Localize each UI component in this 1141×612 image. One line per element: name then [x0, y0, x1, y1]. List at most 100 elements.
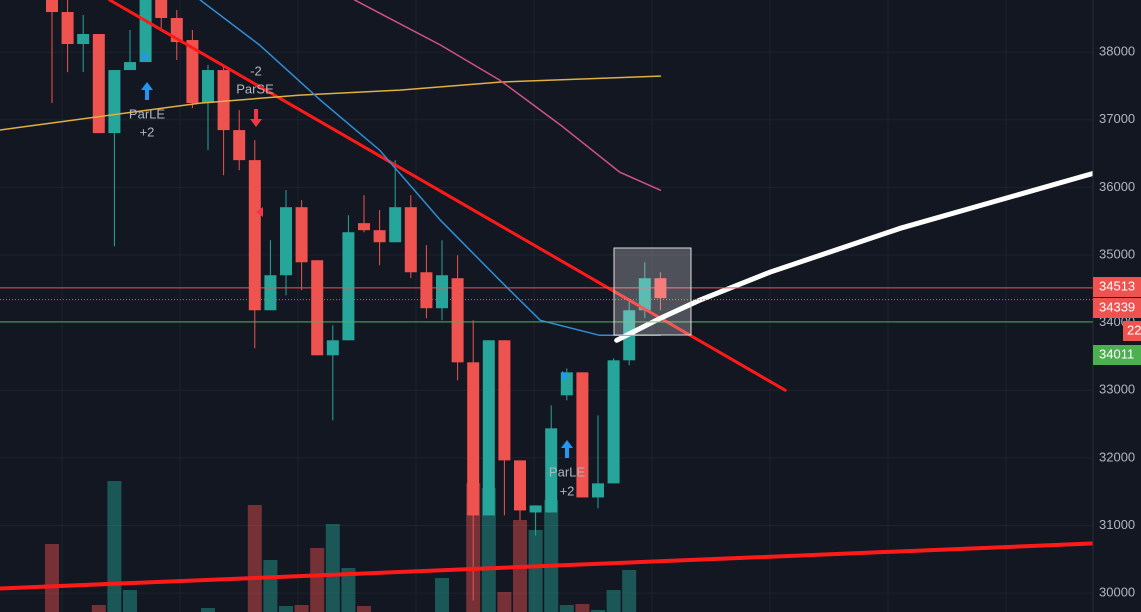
sell-arrow: [250, 109, 262, 127]
volume-bar: [263, 560, 278, 612]
volume-bar: [247, 505, 262, 612]
candle-body: [233, 130, 246, 161]
volume-bar: [310, 548, 325, 612]
volume-pane: [45, 481, 637, 612]
buy-arrow: [141, 82, 153, 100]
indicator-line: [0, 75, 662, 131]
y-tick-label: 30000: [1099, 585, 1135, 600]
candle-body: [389, 207, 402, 243]
candle-body: [248, 160, 261, 311]
indicator-line: [353, 0, 662, 191]
candle-body: [61, 12, 74, 45]
candle-body: [326, 340, 339, 356]
candle-body: [420, 272, 433, 309]
volume-bar: [201, 608, 215, 612]
candle-body: [92, 34, 105, 134]
candle-body: [498, 340, 511, 461]
candle-body: [139, 0, 152, 63]
candle-body: [482, 340, 495, 516]
candle-body: [46, 0, 58, 13]
indicator-line: [199, 0, 662, 337]
candle-body: [311, 260, 324, 356]
candle-body: [467, 362, 480, 516]
y-tick-label: 31000: [1099, 517, 1135, 532]
price-label: 34513: [1099, 278, 1135, 293]
candle-body: [436, 275, 448, 309]
volume-bar: [481, 488, 496, 612]
candle-body: [638, 278, 651, 311]
volume-bar: [497, 592, 512, 612]
annotation: ParSE: [236, 81, 274, 96]
candle-body: [358, 223, 370, 231]
candle-body: [373, 230, 386, 243]
timer-bg: [1123, 321, 1141, 341]
candle-body: [514, 460, 526, 511]
annotation: -2: [250, 63, 262, 78]
indicator-line: [0, 541, 1097, 591]
selection-box: [613, 247, 692, 336]
volume-bar: [544, 500, 559, 612]
volume-bar: [45, 544, 59, 612]
candle-body: [295, 207, 308, 263]
candle-body: [451, 278, 464, 363]
volume-bar: [575, 604, 590, 612]
candle-body: [202, 70, 214, 104]
candle-body: [124, 62, 136, 71]
signals: ParLE +2 -2 ParSE ParLE +2: [129, 52, 585, 498]
candle-body: [592, 483, 604, 498]
volume-bar: [528, 530, 543, 612]
candle-body: [77, 34, 90, 45]
marker: [256, 207, 263, 217]
price-axis: 3000031000320003300034000350003600037000…: [1092, 0, 1141, 612]
price-label-bg: [1093, 277, 1141, 297]
candle-body: [342, 232, 355, 341]
candles: [46, 0, 667, 601]
candle-body: [108, 70, 121, 134]
volume-bar: [107, 481, 122, 612]
price-label-bg: [1093, 345, 1141, 365]
price-label: 34011: [1099, 346, 1134, 361]
y-tick-label: 38000: [1099, 44, 1135, 59]
volume-bar: [559, 605, 574, 612]
volume-bar: [325, 524, 340, 612]
volume-bar: [622, 570, 637, 612]
candle-body: [404, 207, 417, 273]
candle-body: [607, 360, 620, 484]
marker: [142, 52, 149, 62]
y-tick-label: 35000: [1099, 246, 1135, 261]
volume-bar: [123, 590, 137, 612]
annotation: ParLE: [549, 464, 585, 479]
candle-body: [264, 275, 277, 311]
candle-body: [545, 428, 558, 513]
candle-body: [186, 40, 199, 104]
price-label-bg: [1093, 298, 1141, 318]
y-tick-label: 33000: [1099, 382, 1135, 397]
y-tick-label: 37000: [1099, 111, 1135, 126]
volume-bar: [591, 610, 605, 612]
annotation: +2: [140, 124, 155, 139]
volume-bar: [606, 590, 621, 612]
annotation: +2: [560, 483, 575, 498]
marker: [562, 371, 569, 381]
indicator-line: [108, 0, 787, 392]
price-label: 34339: [1099, 299, 1135, 314]
annotation: ParLE: [129, 106, 165, 121]
volume-bar: [435, 578, 449, 612]
overlays: [0, 0, 1097, 591]
volume-bar: [279, 606, 293, 612]
volume-bar: [294, 605, 309, 612]
timer-label: 22: [1127, 322, 1141, 337]
candle-body: [217, 70, 230, 131]
buy-arrow: [561, 440, 573, 458]
candle-body: [280, 207, 292, 276]
volume-bar: [357, 606, 371, 612]
candle-body: [529, 505, 542, 513]
candle-body: [155, 0, 168, 18]
y-tick-label: 32000: [1099, 449, 1135, 464]
candle-body: [576, 372, 589, 498]
y-tick-label: 36000: [1099, 179, 1135, 194]
volume-bar: [91, 605, 106, 612]
volume-bar: [341, 568, 356, 612]
